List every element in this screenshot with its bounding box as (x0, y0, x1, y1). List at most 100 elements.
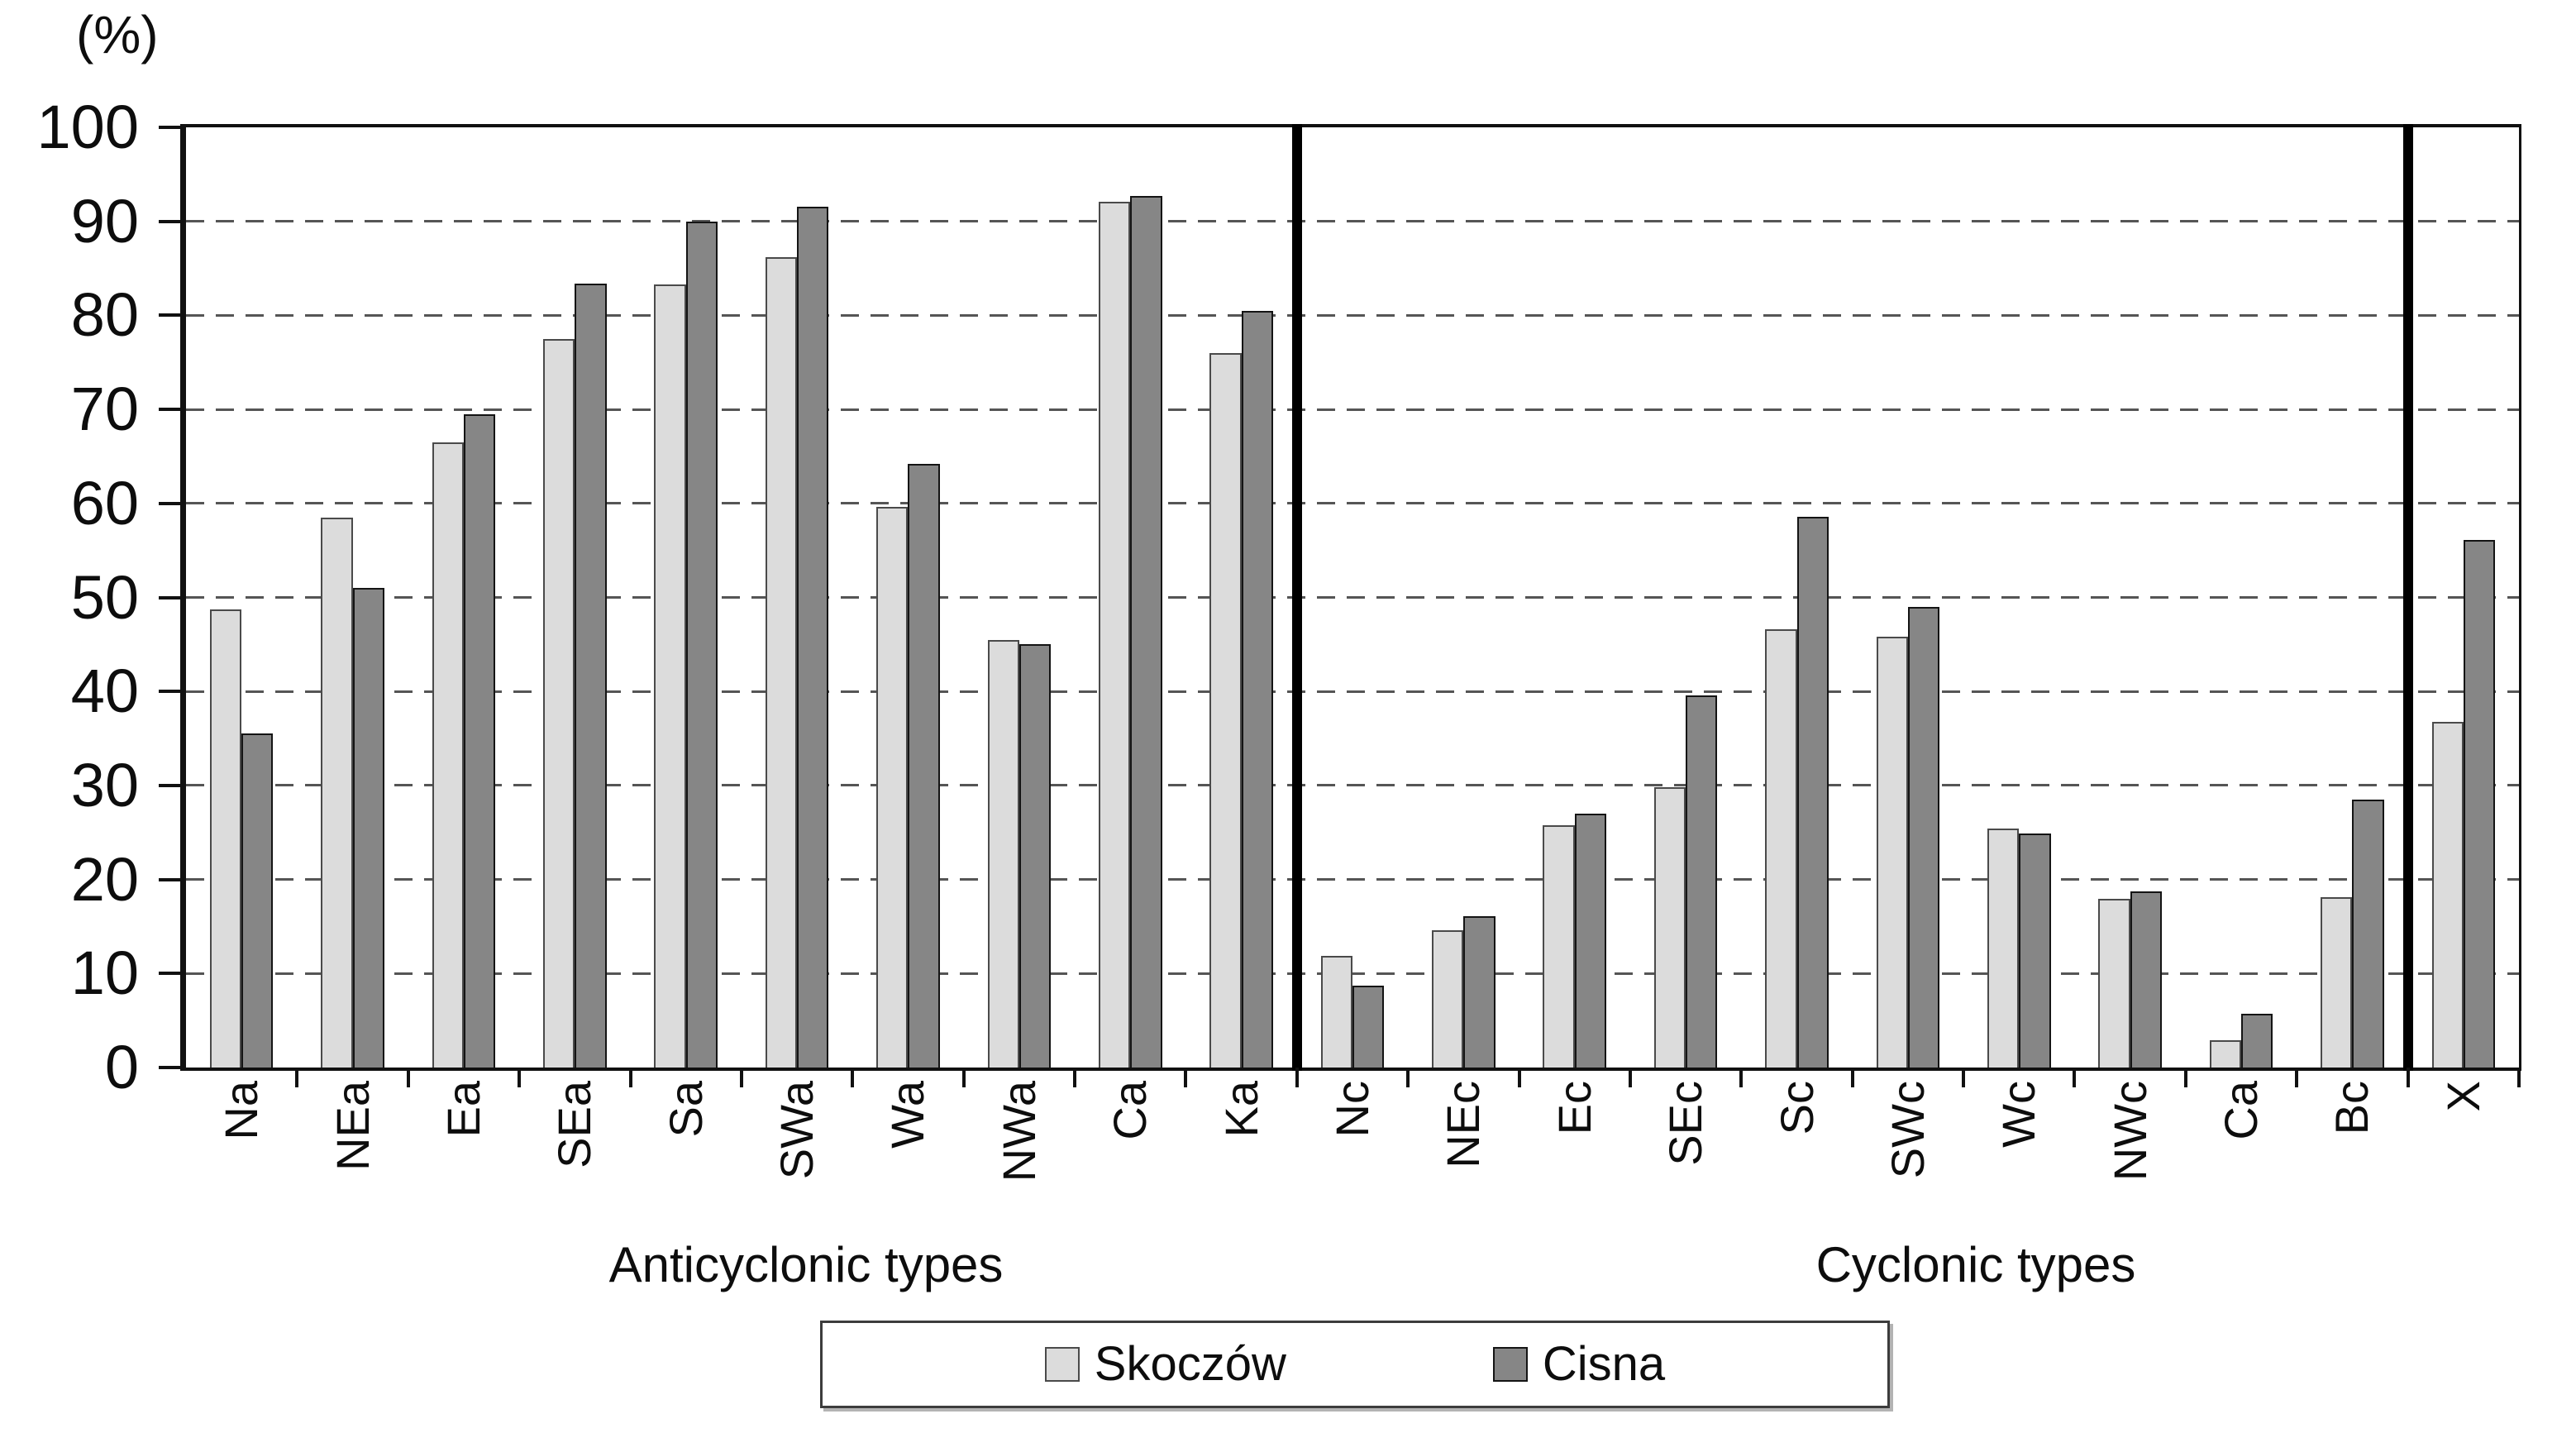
bar-group (2074, 127, 2185, 1068)
section-divider (2402, 124, 2413, 1071)
bar-group (186, 127, 297, 1068)
bar-cisna-NEc (1463, 915, 1496, 1068)
y-axis-tick (159, 877, 180, 881)
x-axis-category-label: X (2436, 1081, 2489, 1112)
x-axis-tick (1073, 1068, 1077, 1087)
bar-group (631, 127, 742, 1068)
legend-swatch-cisna-icon (1492, 1347, 1528, 1382)
bar-skoczów-Wc (1987, 829, 2020, 1068)
bar-skoczów-SEc (1653, 787, 1686, 1068)
y-axis-tick (159, 501, 180, 505)
x-axis-category-label: NEa (326, 1081, 379, 1171)
bar-cisna-Sa (685, 221, 718, 1068)
y-axis-tick-label: 70 (70, 375, 139, 444)
bar-cisna-Sc (1796, 516, 1829, 1068)
x-axis-category-label: Ka (1214, 1081, 1267, 1138)
x-axis-tick (2295, 1068, 2299, 1087)
bar-cisna-SWa (797, 206, 829, 1068)
bar-group (519, 127, 630, 1068)
bar-group (1519, 127, 1630, 1068)
x-axis-tick (518, 1068, 522, 1087)
bar-cisna-X (2463, 540, 2496, 1068)
y-axis-tick (159, 1066, 180, 1069)
y-axis-tick (159, 408, 180, 412)
bar-group (1185, 127, 1296, 1068)
bar-skoczów-Ea (432, 442, 464, 1068)
bar-cisna-Wc (2019, 833, 2051, 1068)
bar-cisna-NWa (1018, 644, 1052, 1068)
x-axis-tick (406, 1068, 410, 1087)
x-axis-category-label: Na (215, 1081, 268, 1140)
y-axis-tick-label: 10 (70, 939, 139, 1008)
y-axis-tick-label: 100 (36, 93, 139, 161)
bar-cisna-Ka (1241, 310, 1273, 1068)
x-axis-tick (1962, 1068, 1966, 1087)
x-axis-section-label-anticyclonic: Anticyclonic types (608, 1237, 1004, 1292)
bar-cisna-Wa (908, 464, 940, 1068)
y-axis-tick (159, 972, 180, 976)
x-axis-category-label: SEa (548, 1081, 601, 1168)
bar-group (964, 127, 1075, 1068)
bar-group (852, 127, 963, 1068)
x-axis-tick (2517, 1068, 2521, 1087)
x-axis-category-label: Sa (659, 1081, 712, 1138)
bar-skoczów-SWa (765, 256, 798, 1068)
x-axis-category-label: Sc (1770, 1081, 1823, 1135)
bar-cisna-Bc (2352, 799, 2384, 1068)
bar-cisna-Ca (1130, 196, 1162, 1068)
x-axis-category-label: Ea (436, 1081, 489, 1138)
bar-cisna-Na (241, 733, 274, 1068)
plot-area (180, 124, 2521, 1071)
bar-skoczów-Sa (654, 284, 686, 1068)
bar-skoczów-Nc (1320, 955, 1352, 1068)
bar-skoczów-Ka (1209, 352, 1242, 1068)
bar-skoczów-Wa (876, 507, 909, 1068)
legend: Skoczów Cisna (820, 1321, 1890, 1408)
bar-group (742, 127, 852, 1068)
bar-group (1741, 127, 1852, 1068)
x-axis-category-label: Ca (1104, 1081, 1157, 1140)
x-axis-category-label: Ca (2215, 1081, 2268, 1140)
gridline (186, 596, 2519, 599)
x-axis-category-label: Ec (1548, 1081, 1600, 1135)
x-axis-category-label: SWc (1881, 1081, 1934, 1179)
legend-item-skoczow: Skoczów (1044, 1337, 1286, 1391)
bar-skoczów-Ec (1543, 824, 1575, 1068)
x-axis-tick (2073, 1068, 2077, 1087)
gridline (186, 972, 2519, 975)
bar-skoczów-Sc (1765, 629, 1797, 1068)
bar-group (2186, 127, 2297, 1068)
bar-cisna-Nc (1352, 986, 1385, 1068)
y-axis-tick-label: 40 (70, 657, 139, 726)
x-axis-tick (2406, 1068, 2410, 1087)
gridline (186, 408, 2519, 411)
x-axis-tick (961, 1068, 966, 1087)
section-divider (1291, 124, 1302, 1071)
y-axis-tick (159, 783, 180, 787)
x-axis-category-label: Bc (2326, 1081, 2378, 1135)
x-axis-tick (739, 1068, 743, 1087)
bar-cisna-NEa (352, 588, 384, 1068)
y-axis-tick-label: 90 (70, 186, 139, 256)
y-axis-tick (159, 595, 180, 599)
bar-skoczów-NEa (321, 517, 353, 1068)
bar-skoczów-NWc (2098, 899, 2130, 1068)
legend-label-skoczow: Skoczów (1094, 1337, 1286, 1391)
bar-skoczów-NWa (987, 639, 1019, 1068)
bar-cisna-SEc (1686, 695, 1718, 1068)
bar-cisna-NWc (2130, 891, 2162, 1068)
bar-cisna-SWc (1907, 606, 1940, 1068)
gridline (186, 878, 2519, 881)
x-axis-category-label: SEc (1659, 1081, 1712, 1166)
bar-cisna-Ea (463, 413, 496, 1068)
x-axis-category-label: NWa (992, 1081, 1045, 1182)
bar-group (2297, 127, 2407, 1068)
y-axis-unit-label: (%) (76, 5, 159, 64)
gridline (186, 313, 2519, 317)
bar-skoczów-Na (209, 609, 242, 1068)
y-axis-tick-label: 0 (104, 1033, 139, 1101)
y-axis-tick (159, 126, 180, 129)
bar-skoczów-SWc (1876, 637, 1908, 1068)
gridline (186, 784, 2519, 787)
bar-cisna-Ec (1574, 814, 1607, 1068)
